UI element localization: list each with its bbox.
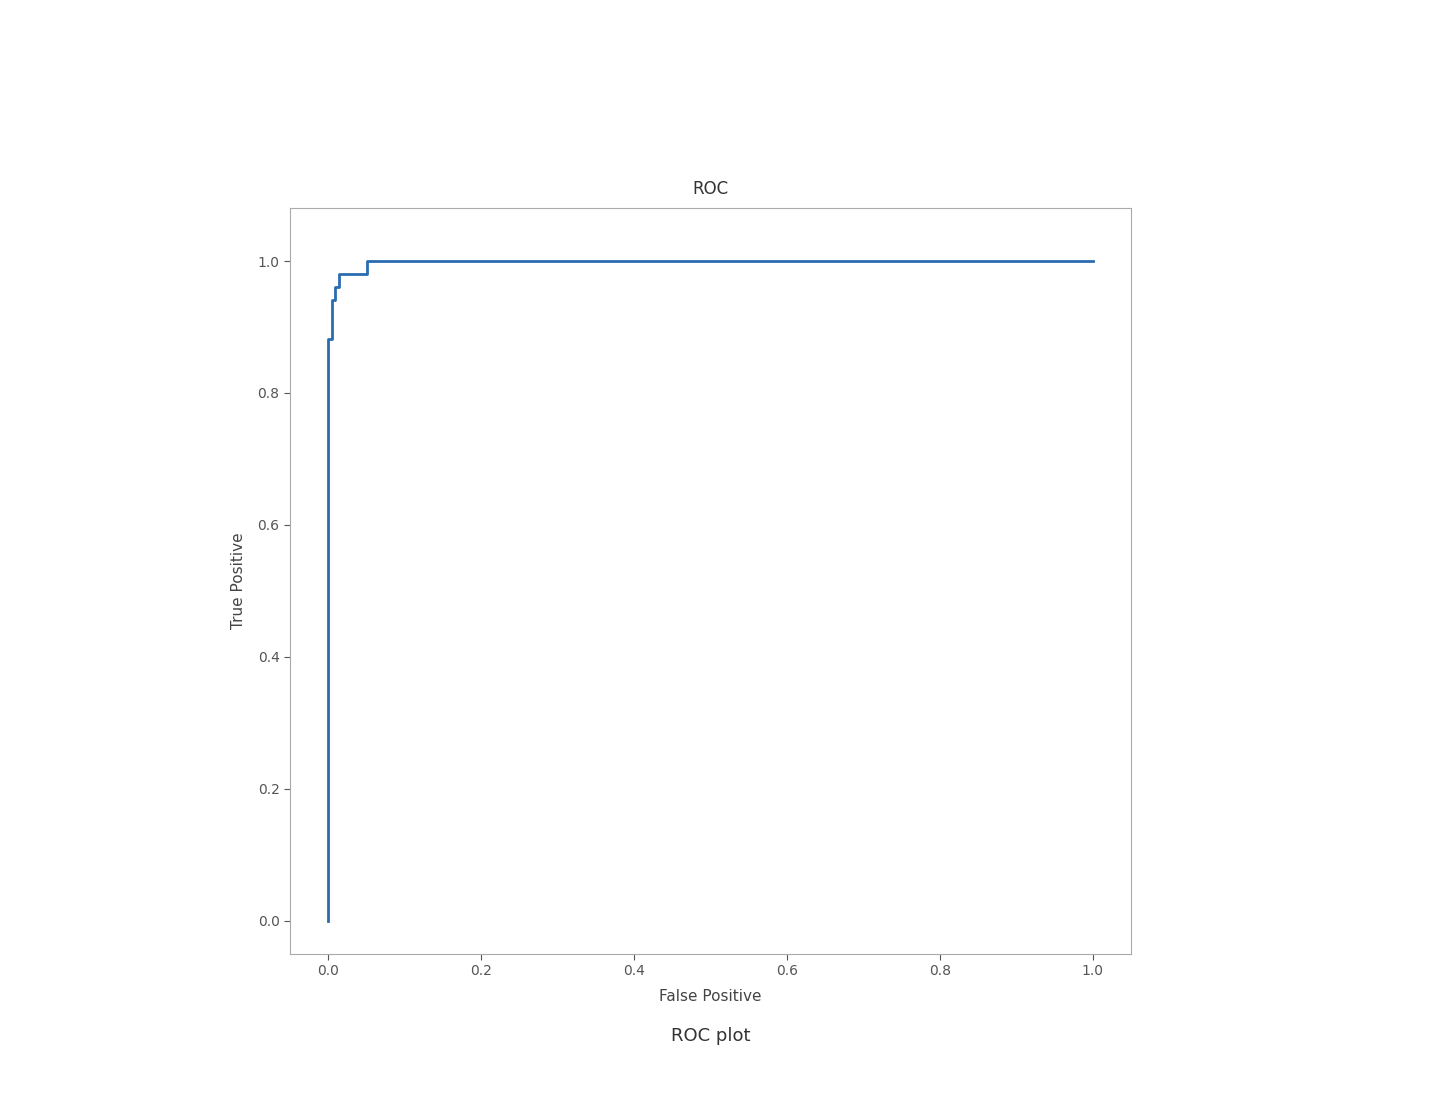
Text: ROC plot: ROC plot [671,1027,750,1044]
Y-axis label: True Positive: True Positive [232,533,246,629]
X-axis label: False Positive: False Positive [660,989,761,1004]
Title: ROC: ROC [693,181,728,198]
